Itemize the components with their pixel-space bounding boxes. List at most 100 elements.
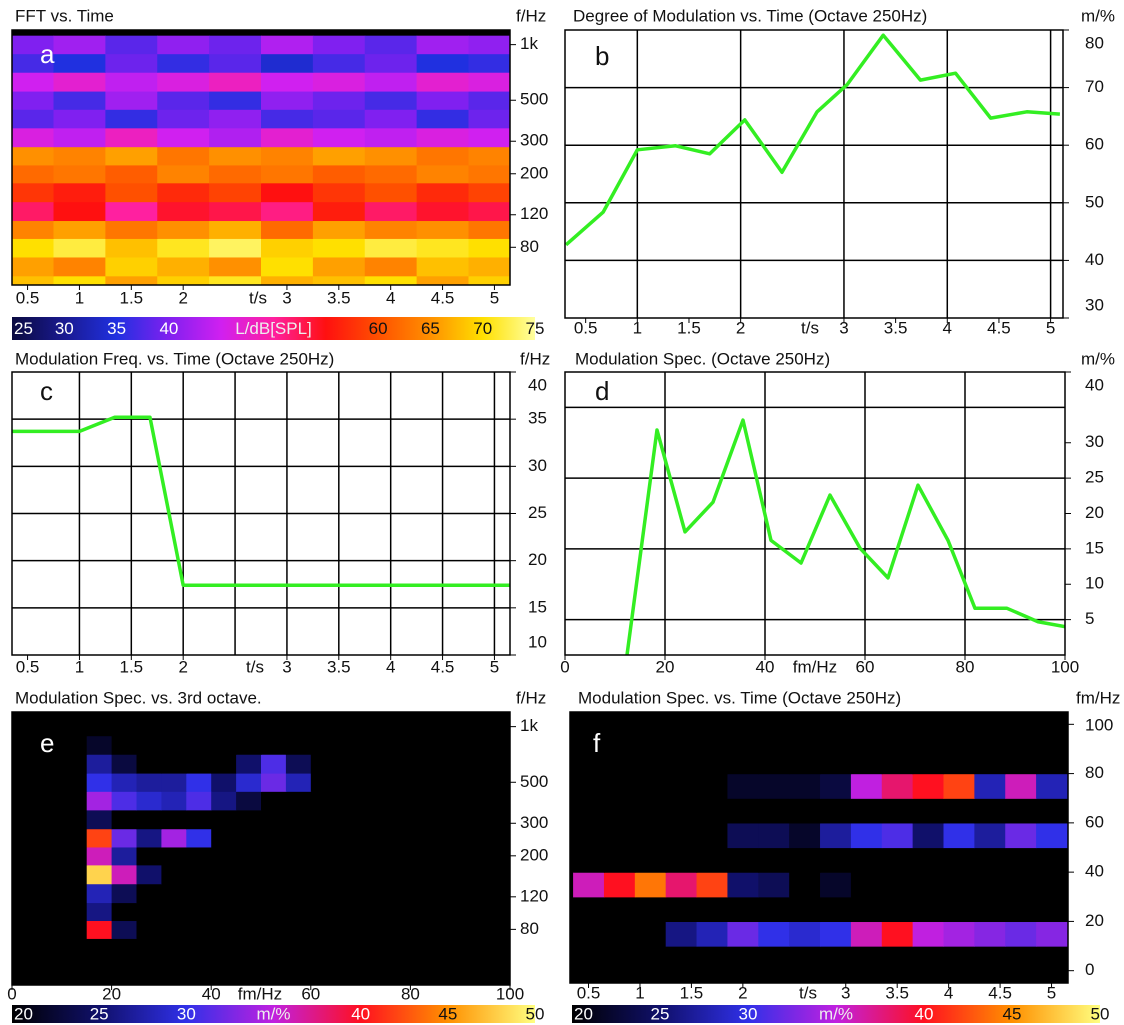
heatmap-cell bbox=[468, 72, 510, 92]
heatmap-cell bbox=[310, 883, 337, 904]
colorbar-tick-label: 30 bbox=[177, 1004, 196, 1023]
y-tick-label: 10 bbox=[528, 632, 547, 651]
heatmap-cell bbox=[236, 920, 262, 939]
heatmap-cell bbox=[416, 146, 470, 166]
heatmap-cell bbox=[186, 846, 212, 866]
x-tick-label: 0.5 bbox=[577, 983, 601, 1002]
heatmap-cell bbox=[12, 201, 55, 222]
colorbar-tick-label: 45 bbox=[438, 1004, 457, 1023]
y-tick-label: 20 bbox=[1085, 503, 1104, 522]
heatmap-cell bbox=[186, 735, 212, 755]
heatmap-cell bbox=[385, 920, 411, 939]
x-tick-label: 2 bbox=[178, 657, 187, 676]
colorbar-tick-label: 25 bbox=[651, 1004, 670, 1023]
heatmap-cell bbox=[665, 748, 698, 775]
heatmap-cell bbox=[485, 717, 510, 737]
heatmap-cell bbox=[410, 754, 436, 774]
heatmap-cell bbox=[261, 275, 314, 285]
heatmap-cell bbox=[285, 717, 312, 737]
x-tick-label: 1.5 bbox=[677, 318, 701, 337]
heatmap-cell bbox=[86, 864, 113, 885]
heatmap-cell bbox=[410, 772, 436, 792]
heatmap-cell bbox=[435, 902, 461, 922]
heatmap-cell bbox=[727, 798, 759, 824]
heatmap-cell bbox=[881, 896, 914, 923]
heatmap-cell bbox=[261, 754, 287, 774]
x-tick-label: 4 bbox=[386, 657, 395, 676]
heatmap-cell bbox=[460, 846, 486, 866]
heatmap-cell bbox=[161, 772, 187, 792]
heatmap-cell bbox=[12, 828, 38, 848]
x-tick-label: 1 bbox=[75, 288, 84, 307]
heatmap-cell bbox=[209, 182, 262, 203]
x-axis-label: fm/Hz bbox=[793, 657, 837, 676]
heatmap-cell bbox=[634, 798, 667, 824]
heatmap-cell bbox=[310, 828, 337, 848]
heatmap-cell bbox=[161, 754, 187, 774]
y-tick-label: 10 bbox=[1085, 574, 1104, 593]
heatmap-cell bbox=[261, 772, 287, 792]
heatmap-cell bbox=[603, 724, 636, 750]
heatmap-cell bbox=[261, 35, 314, 55]
heatmap-cell bbox=[111, 717, 138, 737]
heatmap-cell bbox=[335, 772, 362, 792]
heatmap-cell bbox=[360, 864, 387, 885]
x-axis-label: t/s bbox=[246, 657, 264, 676]
heatmap-cell bbox=[789, 724, 821, 750]
x-tick-label: 4 bbox=[386, 288, 395, 307]
heatmap-cell bbox=[261, 256, 314, 277]
colorbar-tick-label: 75 bbox=[526, 319, 545, 338]
plot-border bbox=[11, 29, 511, 286]
heatmap-cell bbox=[485, 920, 510, 939]
heatmap-cell bbox=[1005, 921, 1037, 947]
heatmap-cell bbox=[111, 846, 138, 866]
x-tick-label: 3.5 bbox=[885, 983, 909, 1002]
colorbar-tick-label: 40 bbox=[159, 319, 178, 338]
colorbar bbox=[12, 1005, 535, 1023]
heatmap-cell bbox=[236, 828, 262, 848]
plot-area bbox=[12, 372, 510, 655]
heatmap-cell bbox=[912, 872, 945, 898]
heatmap-cell bbox=[943, 748, 975, 775]
heatmap-cell bbox=[261, 182, 314, 203]
panel-letter: c bbox=[40, 376, 53, 406]
heatmap-cell bbox=[211, 735, 237, 755]
heatmap-cell bbox=[364, 53, 418, 73]
heatmap-cell bbox=[236, 735, 262, 755]
heatmap-cell bbox=[236, 883, 262, 904]
heatmap-cell bbox=[850, 921, 883, 947]
heatmap-cell bbox=[12, 275, 55, 285]
y-tick-label: 40 bbox=[1085, 250, 1104, 269]
heatmap-cell bbox=[603, 822, 636, 849]
x-tick-label: 100 bbox=[496, 984, 524, 1003]
heatmap-cell bbox=[186, 717, 212, 737]
x-axis-label: fm/Hz bbox=[238, 984, 282, 1003]
heatmap-cell bbox=[61, 864, 88, 885]
heatmap-cell bbox=[435, 754, 461, 774]
heatmap-cell bbox=[61, 920, 88, 939]
heatmap-cell bbox=[410, 920, 436, 939]
heatmap-cell bbox=[435, 735, 461, 755]
colorbar-tick-label: 35 bbox=[107, 319, 126, 338]
heatmap-cell bbox=[12, 220, 55, 239]
heatmap-cell bbox=[186, 828, 212, 848]
heatmap-cell bbox=[53, 109, 106, 129]
heatmap-cell bbox=[974, 896, 1006, 923]
heatmap-cell bbox=[360, 735, 387, 755]
heatmap-cell bbox=[912, 847, 945, 873]
y-tick-label: 40 bbox=[1085, 375, 1104, 394]
colorbar-tick-label: 25 bbox=[90, 1004, 109, 1023]
heatmap-cell bbox=[209, 256, 262, 277]
heatmap-cell bbox=[1005, 872, 1037, 898]
colorbar-tick-label: 50 bbox=[1091, 1004, 1110, 1023]
heatmap-cell bbox=[1005, 724, 1037, 750]
heatmap-cell bbox=[881, 724, 914, 750]
heatmap-cell bbox=[157, 72, 210, 92]
heatmap-cell bbox=[416, 220, 470, 239]
heatmap-cell bbox=[385, 754, 411, 774]
heatmap-cell bbox=[161, 717, 187, 737]
heatmap-cell bbox=[335, 735, 362, 755]
heatmap-cell bbox=[157, 90, 210, 110]
y-tick-label: 30 bbox=[528, 456, 547, 475]
heatmap-cell bbox=[61, 754, 88, 774]
